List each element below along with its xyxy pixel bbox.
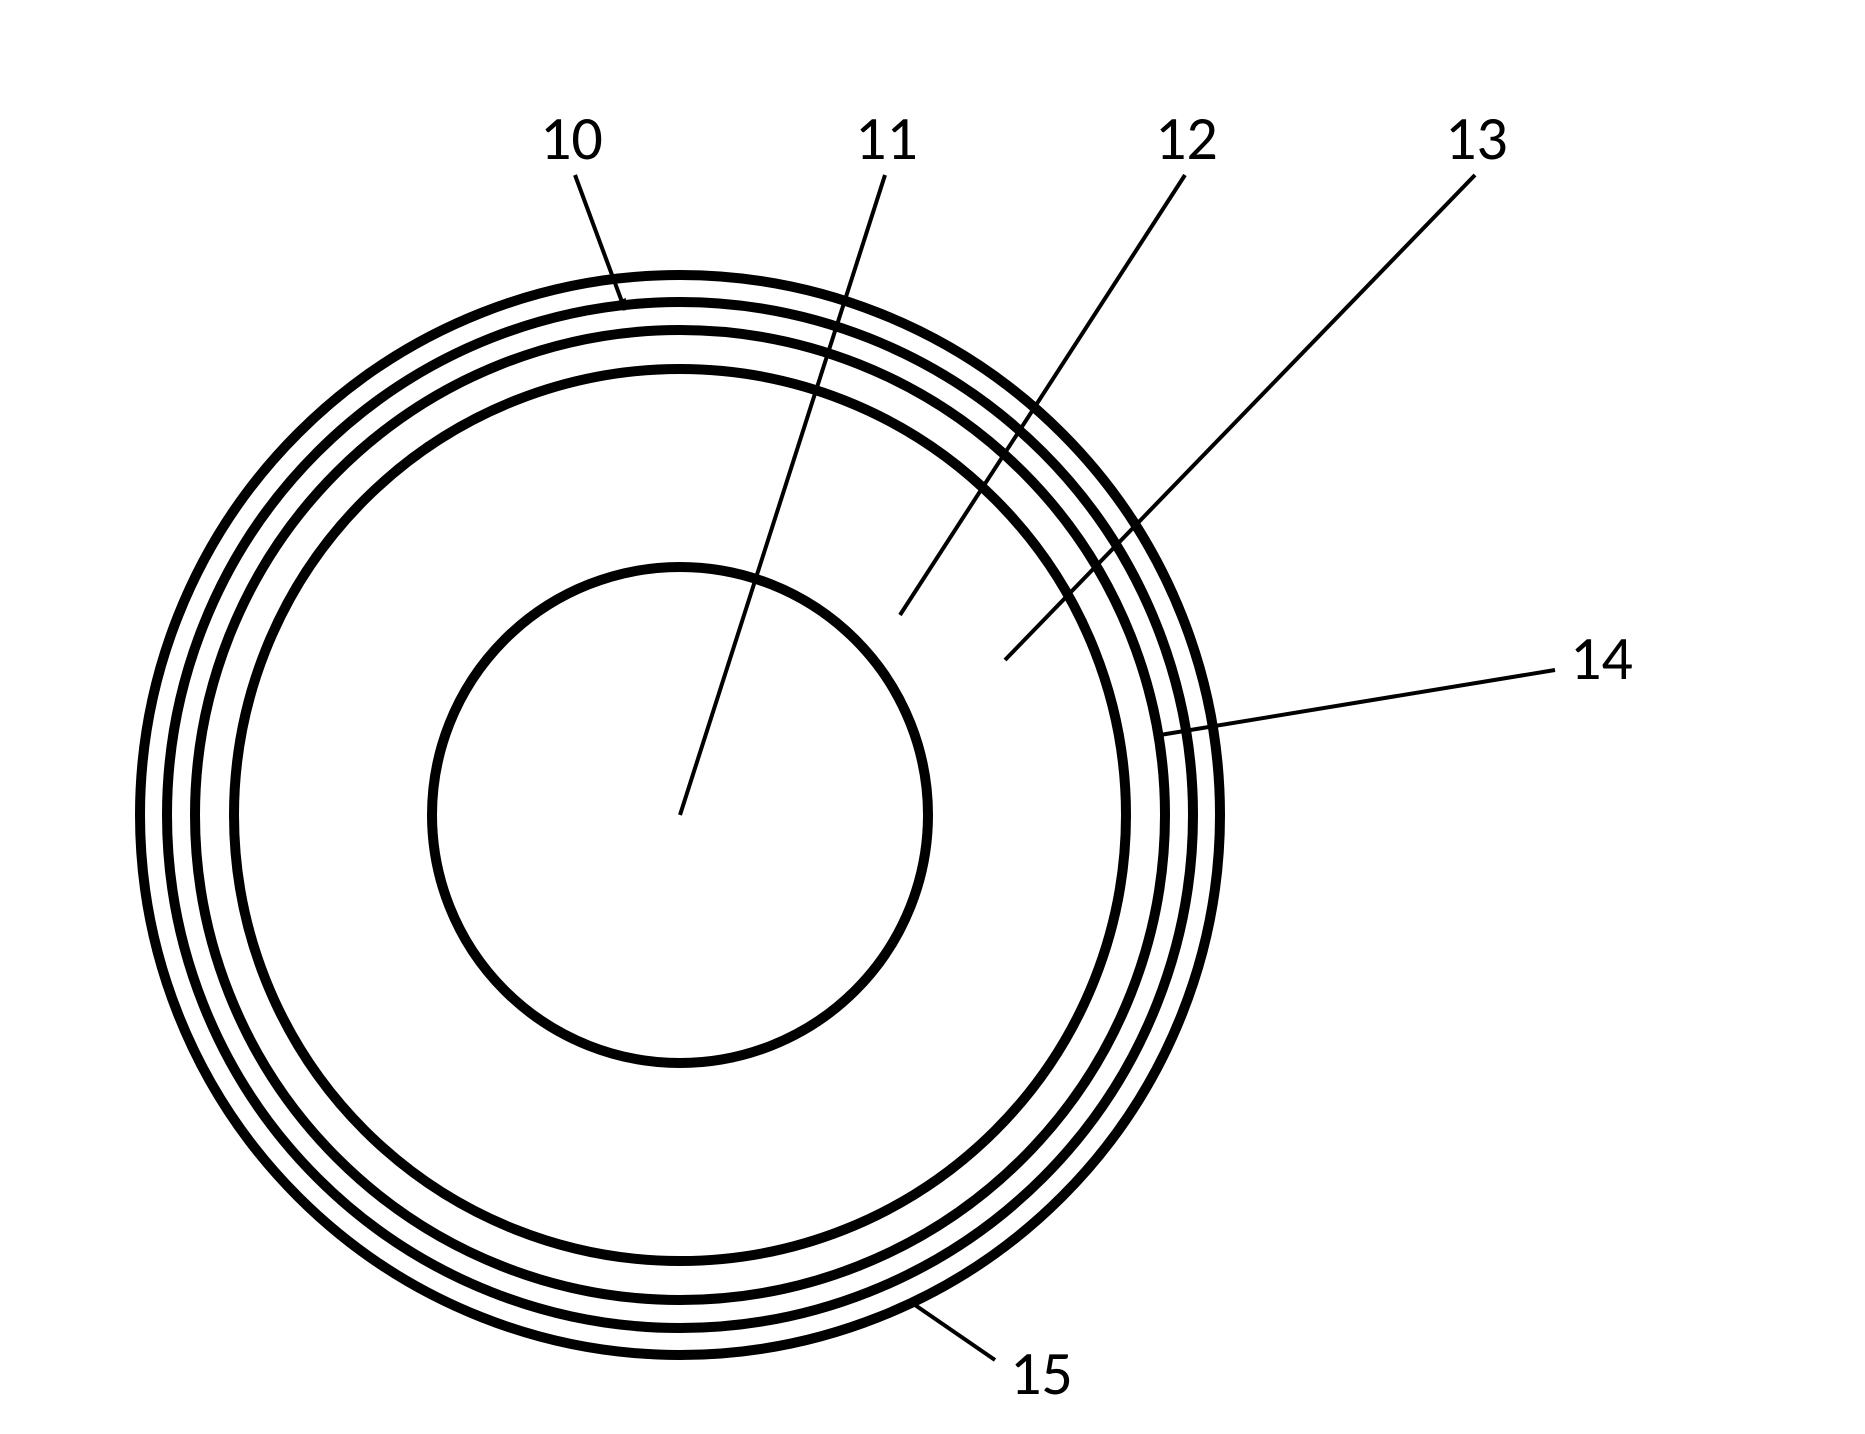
leader-14 [1160,670,1555,735]
label-15: 15 [1010,1335,1073,1411]
label-11: 11 [855,100,918,176]
label-12: 12 [1155,100,1218,176]
leader-13 [1005,175,1475,660]
label-10: 10 [540,100,603,176]
leader-lines [575,175,1555,1360]
label-14: 14 [1570,620,1633,696]
diagram-canvas [0,0,1865,1434]
leader-10 [575,175,625,310]
label-13: 13 [1445,100,1508,176]
leader-15 [915,1305,995,1360]
